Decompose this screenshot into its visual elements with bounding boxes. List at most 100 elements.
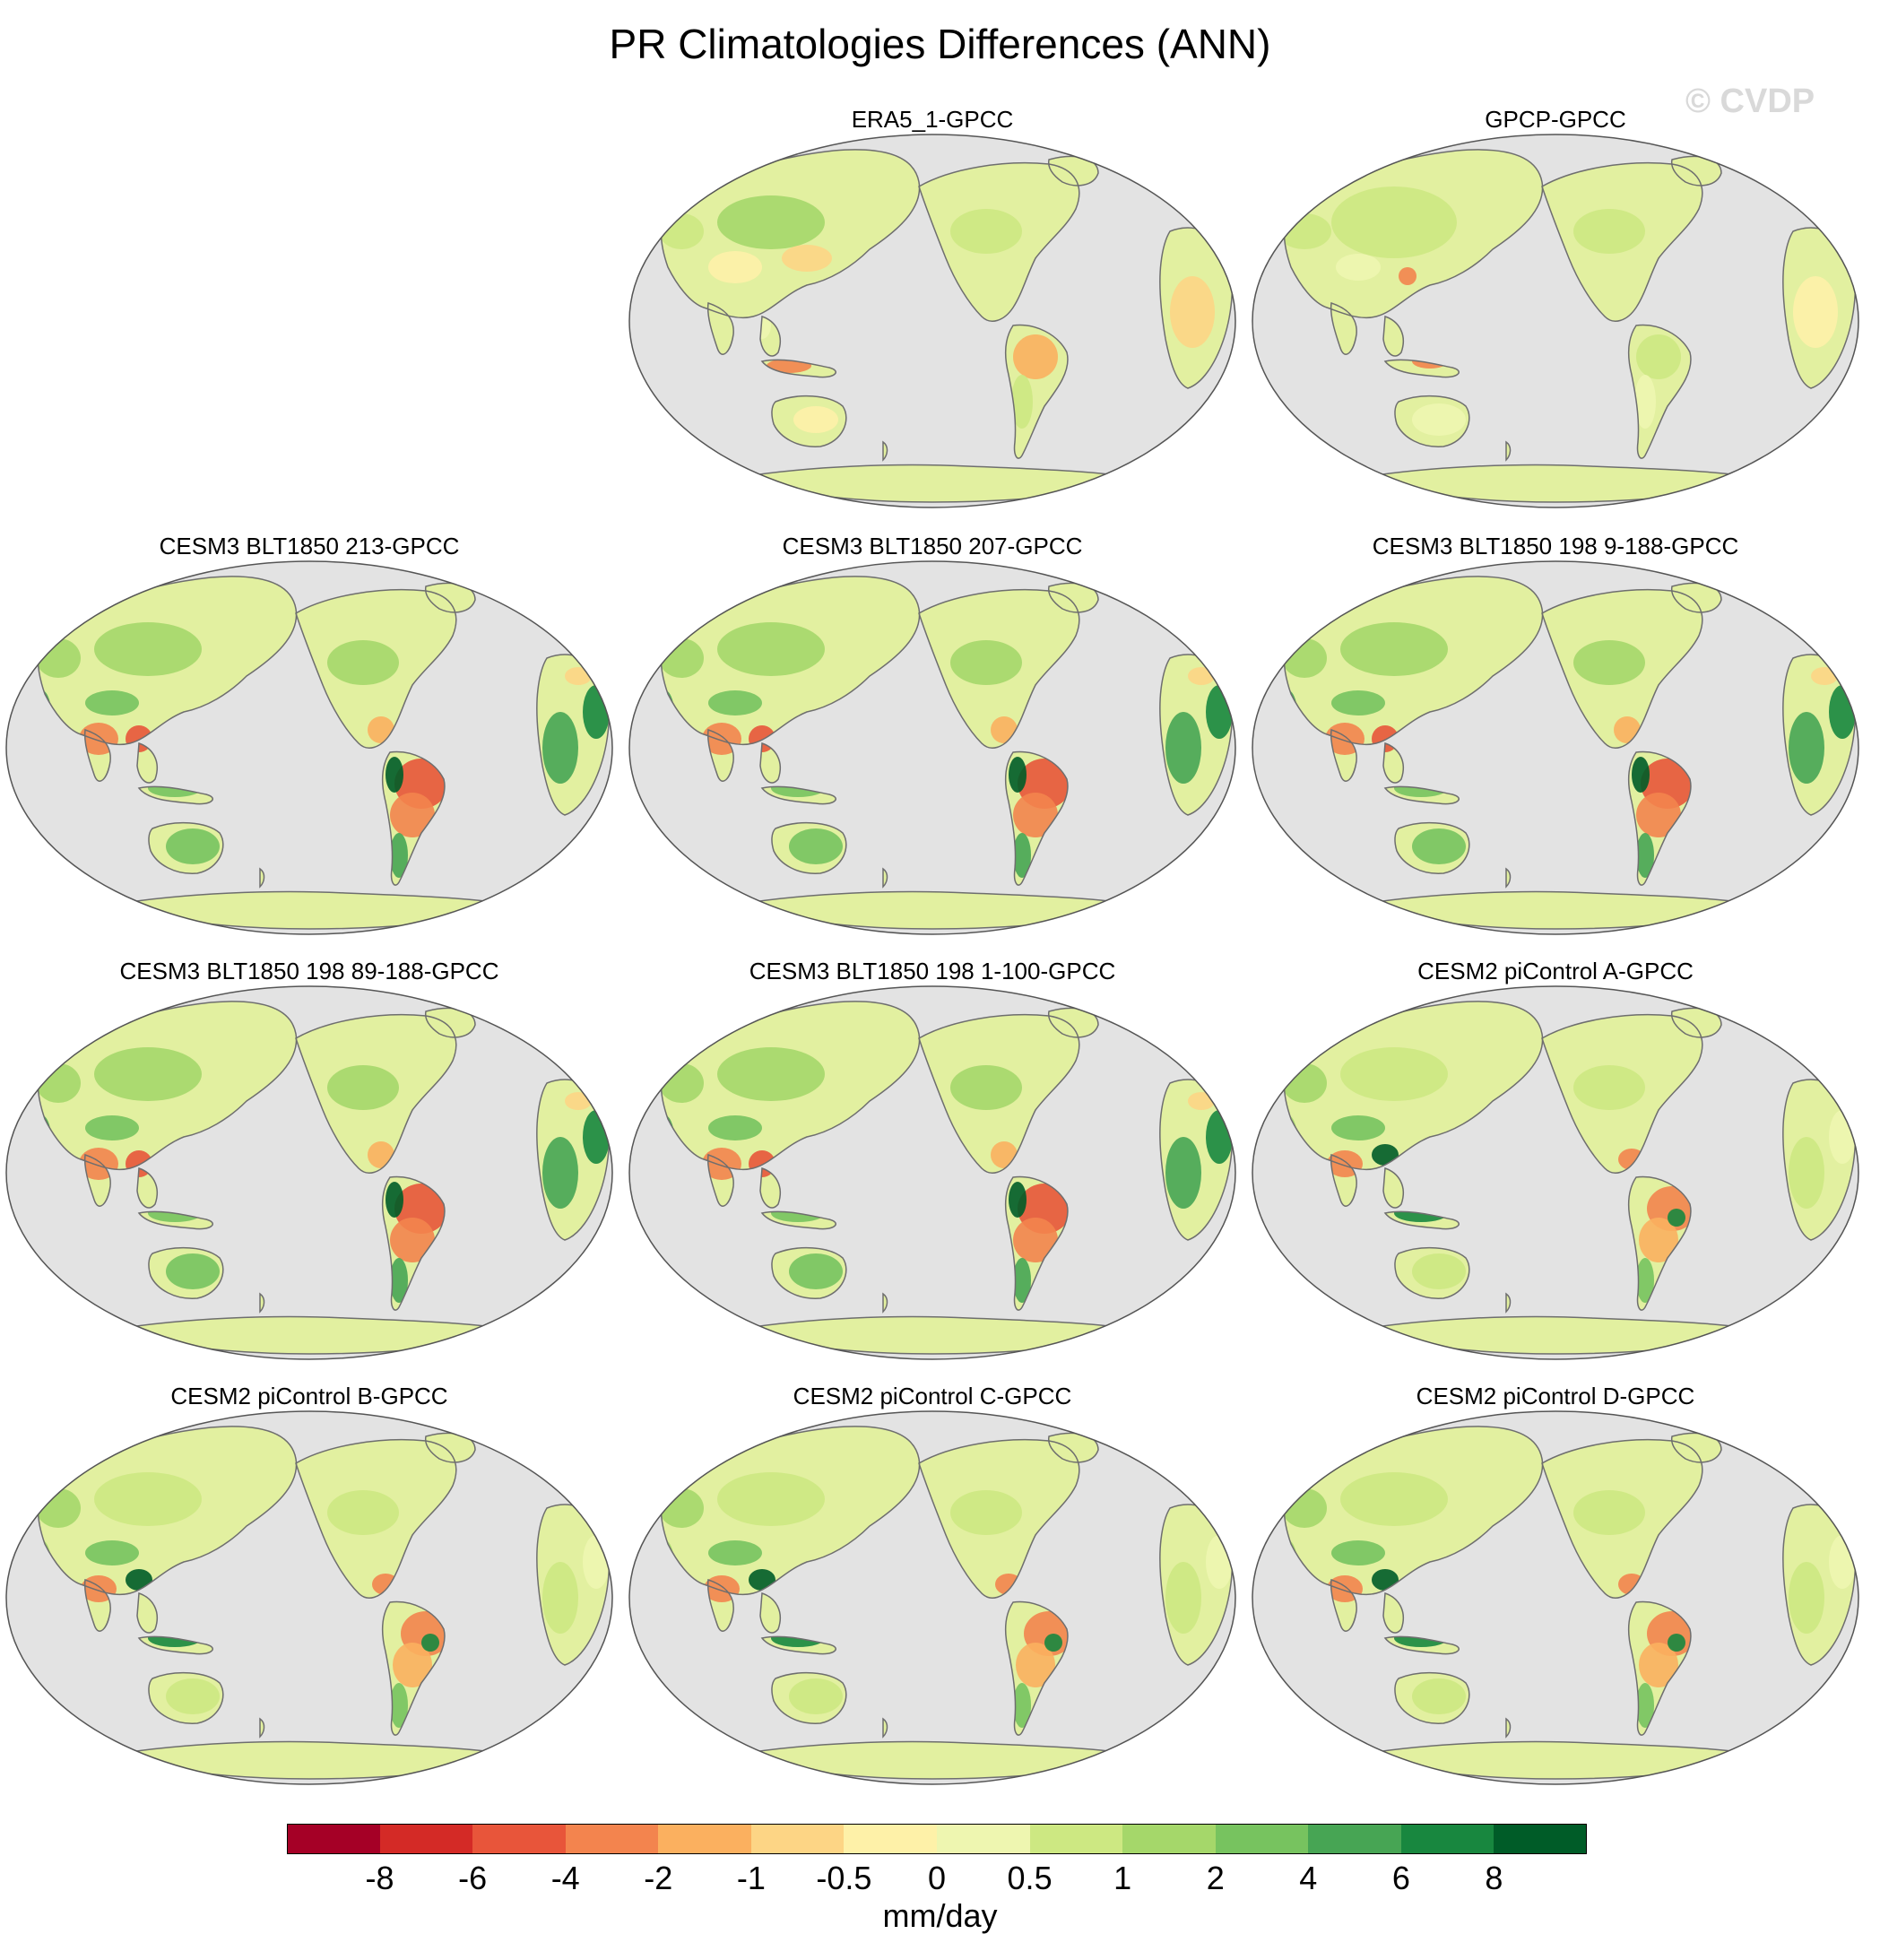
anomaly-region	[661, 213, 704, 249]
page-title: PR Climatologies Differences (ANN)	[609, 21, 1271, 67]
colorbar-units: mm/day	[882, 1897, 998, 1934]
coastline	[1394, 1671, 1470, 1724]
map-border	[628, 560, 1236, 935]
colorbar-tick-label: 8	[1485, 1860, 1503, 1896]
anomaly-region	[1206, 1110, 1233, 1164]
map-panel: CESM3 BLT1850 198 1-100-GPCC	[623, 958, 1242, 1379]
coastline	[759, 742, 781, 784]
world-map	[1252, 134, 1859, 508]
coastline	[918, 1438, 1080, 1599]
anomaly-region	[661, 638, 704, 678]
coastline	[1383, 1635, 1460, 1655]
coastline	[759, 1166, 781, 1209]
map-border	[5, 985, 613, 1360]
anomaly-region	[1636, 1683, 1654, 1728]
land-antarctica	[735, 1741, 1148, 1779]
anomaly-region	[166, 1253, 220, 1289]
anomaly-region	[1632, 757, 1650, 793]
coastline	[37, 1426, 298, 1595]
anomaly-region	[327, 1490, 399, 1535]
anomaly-region	[94, 1472, 202, 1526]
anomaly-region	[565, 1092, 592, 1110]
anomaly-region	[1009, 1182, 1027, 1218]
anomaly-region	[717, 1472, 825, 1526]
world-map	[1252, 560, 1859, 935]
panel-title: CESM2 piControl A-GPCC	[1417, 958, 1694, 984]
anomaly-region	[94, 1047, 202, 1101]
land-greenland	[1671, 156, 1721, 186]
coastline	[882, 867, 888, 889]
land-greenland	[425, 583, 475, 612]
coastline	[148, 1246, 224, 1299]
anomaly-region	[1206, 1535, 1233, 1589]
panel-title: CESM3 BLT1850 213-GPCC	[159, 533, 460, 559]
anomaly-region	[583, 685, 610, 739]
colorbar-tick-label: 0	[927, 1860, 947, 1896]
anomaly-region	[789, 828, 843, 864]
coastline	[706, 1154, 734, 1207]
anomaly-region	[38, 1488, 81, 1528]
anomaly-region	[166, 828, 220, 864]
anomaly-region	[1639, 1643, 1678, 1687]
colorbar-box	[287, 1824, 381, 1854]
coastline	[918, 161, 1080, 322]
anomaly-region	[565, 667, 592, 685]
map-panel: ERA5_1-GPCC	[623, 106, 1242, 527]
watermark: © CVDP	[1685, 82, 1815, 120]
anomaly-region	[1412, 828, 1466, 864]
map-panel: CESM3 BLT1850 207-GPCC	[623, 533, 1242, 954]
anomaly-region	[1789, 1137, 1824, 1209]
anomaly-region	[1165, 712, 1201, 784]
colorbar-box	[472, 1824, 567, 1854]
coastline	[771, 821, 847, 874]
anomaly-region	[1636, 1258, 1654, 1303]
coastline	[882, 440, 888, 462]
coastline	[882, 1717, 888, 1739]
anomaly-region	[38, 1063, 81, 1103]
land-greenland	[1048, 1008, 1098, 1037]
anomaly-region	[393, 1643, 432, 1687]
colorbar-box	[379, 1824, 473, 1854]
map-panel: CESM2 piControl B-GPCC	[0, 1383, 619, 1804]
panel-title: CESM3 BLT1850 198 9-188-GPCC	[1372, 533, 1739, 559]
coastline	[136, 742, 158, 784]
coastline	[83, 1154, 111, 1207]
anomaly-region	[390, 833, 408, 878]
world-map	[628, 985, 1236, 1360]
coastline	[1382, 1591, 1404, 1634]
anomaly-region	[1340, 622, 1448, 676]
anomaly-region	[1331, 186, 1457, 258]
colorbar-box	[565, 1824, 659, 1854]
anomaly-region	[166, 1678, 220, 1714]
colorbar-box	[1308, 1824, 1402, 1854]
coastline	[37, 1001, 298, 1170]
anomaly-region	[1340, 1472, 1448, 1526]
anomaly-region	[386, 757, 403, 793]
coastline	[137, 1210, 213, 1230]
land-greenland	[1048, 1433, 1098, 1462]
coastline	[1330, 1154, 1357, 1207]
colorbar	[287, 1824, 1588, 1854]
anomaly-region	[950, 209, 1022, 254]
land-greenland	[1048, 156, 1098, 186]
anomaly-region	[1573, 640, 1645, 685]
map-panel: CESM2 piControl A-GPCC	[1246, 958, 1865, 1379]
coastline	[760, 785, 836, 805]
anomaly-region	[1009, 757, 1027, 793]
anomaly-region	[1336, 254, 1381, 281]
map-border	[628, 985, 1236, 1360]
coastline	[1627, 1175, 1692, 1311]
anomaly-region	[1668, 1209, 1685, 1227]
land-greenland	[425, 1008, 475, 1037]
coastline	[1627, 750, 1692, 886]
anomaly-region	[1634, 375, 1656, 429]
anomaly-region	[1573, 209, 1645, 254]
anomaly-region	[1165, 1137, 1201, 1209]
anomaly-region	[1284, 638, 1327, 678]
anomaly-region	[327, 1065, 399, 1110]
colorbar-box	[844, 1824, 938, 1854]
panel-title: CESM3 BLT1850 198 89-188-GPCC	[119, 958, 499, 984]
coastline	[1505, 1292, 1512, 1314]
colorbar-tick-label: 4	[1299, 1860, 1318, 1896]
anomaly-region	[1284, 1488, 1327, 1528]
